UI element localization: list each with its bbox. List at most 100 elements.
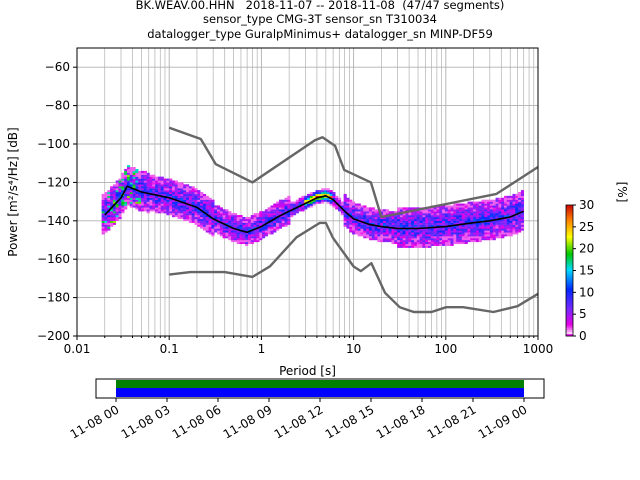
ppsd-cell bbox=[509, 205, 513, 208]
ppsd-cell bbox=[408, 245, 412, 248]
ppsd-cell bbox=[278, 226, 283, 229]
ppsd-cell bbox=[110, 193, 114, 197]
ppsd-cell bbox=[475, 209, 479, 212]
ppsd-cell bbox=[416, 243, 420, 246]
ppsd-cell bbox=[323, 199, 328, 202]
ppsd-cell bbox=[422, 245, 426, 248]
ppsd-cell bbox=[267, 209, 271, 212]
ppsd-cell bbox=[419, 215, 423, 218]
ppsd-cell bbox=[402, 241, 406, 245]
ppsd-cell bbox=[357, 224, 361, 227]
ppsd-cell bbox=[124, 201, 128, 204]
ppsd-cell bbox=[335, 205, 339, 208]
ppsd-cell bbox=[138, 186, 142, 189]
ppsd-cell bbox=[498, 224, 502, 227]
ppsd-cell bbox=[200, 222, 204, 225]
ppsd-cell bbox=[208, 203, 212, 206]
ppsd-cell bbox=[259, 232, 263, 235]
ppsd-cell bbox=[425, 216, 429, 220]
ppsd-cell bbox=[217, 230, 221, 233]
ppsd-cell bbox=[143, 176, 147, 179]
ppsd-cell bbox=[278, 213, 283, 216]
time-tick-label: 11-09 00 bbox=[476, 402, 530, 441]
ppsd-cell bbox=[126, 197, 131, 200]
ppsd-cell bbox=[309, 203, 313, 206]
ppsd-cell bbox=[413, 211, 418, 214]
ppsd-cell bbox=[470, 205, 474, 208]
ppsd-cell bbox=[366, 211, 370, 214]
ppsd-cell bbox=[416, 234, 420, 237]
ppsd-cell bbox=[402, 245, 406, 248]
ppsd-cell bbox=[411, 215, 415, 218]
ppsd-cell bbox=[174, 207, 178, 210]
ppsd-cell bbox=[292, 205, 297, 208]
ppsd-cell bbox=[430, 215, 434, 218]
ppsd-cell bbox=[110, 213, 114, 216]
ppsd-cell bbox=[239, 240, 243, 243]
ppsd-cell bbox=[191, 211, 195, 214]
ppsd-cell bbox=[183, 213, 187, 216]
ppsd-cell bbox=[126, 178, 131, 181]
ppsd-cell bbox=[121, 190, 125, 193]
ppsd-cell bbox=[247, 240, 252, 243]
ppsd-cell bbox=[456, 218, 460, 221]
ppsd-cell bbox=[222, 232, 226, 235]
ppsd-cell bbox=[484, 234, 488, 237]
ppsd-cell bbox=[278, 220, 283, 223]
ppsd-cell bbox=[338, 201, 342, 204]
ppsd-cell bbox=[205, 222, 209, 225]
ppsd-cell bbox=[104, 224, 108, 227]
ppsd-cell bbox=[464, 216, 468, 220]
ppsd-cell bbox=[318, 192, 322, 195]
ppsd-cell bbox=[110, 197, 114, 200]
ppsd-cell bbox=[419, 243, 423, 246]
ppsd-cell bbox=[222, 215, 226, 218]
ppsd-cell bbox=[405, 220, 409, 223]
ppsd-cell bbox=[135, 193, 139, 197]
ppsd-cell bbox=[118, 216, 122, 220]
ppsd-cell bbox=[169, 178, 173, 181]
ppsd-cell bbox=[180, 192, 184, 195]
ppsd-cell bbox=[504, 228, 508, 231]
ppsd-cell bbox=[138, 172, 142, 175]
ppsd-cell bbox=[453, 203, 457, 206]
ppsd-cell bbox=[444, 209, 449, 212]
ppsd-cell bbox=[205, 211, 209, 214]
ppsd-cell bbox=[504, 207, 508, 210]
ppsd-cell bbox=[267, 213, 271, 216]
ppsd-cell bbox=[217, 232, 221, 235]
ppsd-cell bbox=[138, 188, 142, 191]
ppsd-cell bbox=[143, 195, 147, 198]
ppsd-cell bbox=[180, 211, 184, 214]
ppsd-cell bbox=[374, 215, 378, 218]
ppsd-cell bbox=[197, 215, 201, 218]
ppsd-cell bbox=[391, 211, 395, 214]
ppsd-cell bbox=[433, 207, 437, 210]
ppsd-cell bbox=[146, 174, 150, 177]
ppsd-cell bbox=[197, 211, 201, 214]
ppsd-cell bbox=[489, 203, 494, 206]
ppsd-cell bbox=[501, 234, 505, 237]
ppsd-cell bbox=[352, 215, 356, 218]
ppsd-cell bbox=[419, 224, 423, 227]
ppsd-cell bbox=[112, 213, 117, 216]
ppsd-cell bbox=[205, 195, 209, 198]
ppsd-cell bbox=[222, 211, 226, 214]
ppsd-cell bbox=[278, 216, 283, 220]
ppsd-cell bbox=[191, 188, 195, 191]
ppsd-cell bbox=[383, 238, 387, 241]
ppsd-cell bbox=[411, 232, 415, 235]
ppsd-cell bbox=[433, 234, 437, 237]
ppsd-cell bbox=[467, 234, 471, 237]
ppsd-cell bbox=[155, 195, 159, 198]
ppsd-cell bbox=[473, 226, 477, 229]
ppsd-cell bbox=[121, 197, 125, 200]
time-tick-label: 11-08 03 bbox=[119, 402, 173, 441]
ppsd-cell bbox=[177, 215, 181, 218]
ppsd-cell bbox=[202, 222, 207, 225]
ppsd-cell bbox=[225, 228, 229, 231]
ppsd-cell bbox=[461, 207, 465, 210]
ppsd-cell bbox=[473, 201, 477, 204]
ppsd-cell bbox=[450, 234, 454, 237]
ppsd-cell bbox=[287, 220, 291, 223]
